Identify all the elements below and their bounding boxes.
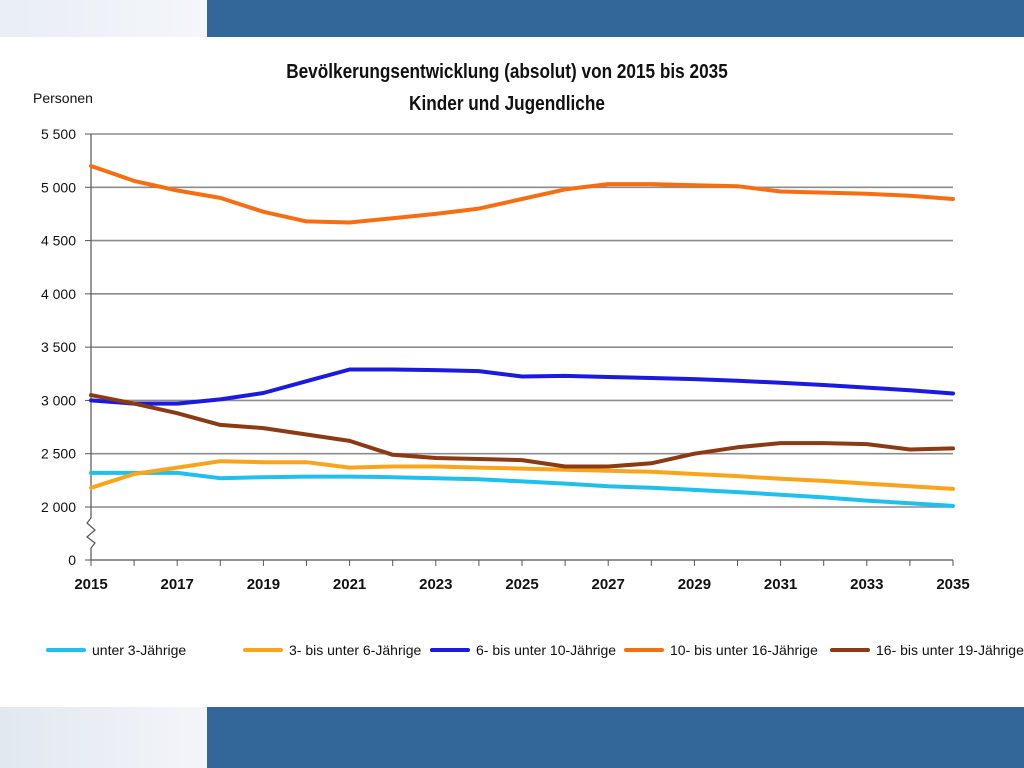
legend-label: 3- bis unter 6-Jährige bbox=[289, 642, 422, 658]
line-chart: 0 2 000 2 500 3 000 3 500 4 000 4 500 5 000 5 50… bbox=[41, 126, 970, 593]
legend-item: 16- bis unter 19-Jährige bbox=[830, 640, 1024, 660]
legend-label: 10- bis unter 16-Jährige bbox=[670, 642, 818, 658]
y-tick-label: 5 000 bbox=[41, 179, 76, 195]
y-tick-label: 4 000 bbox=[41, 286, 76, 302]
y-tick-label: 3 000 bbox=[41, 392, 76, 408]
legend-swatch bbox=[243, 648, 283, 652]
chart-legend: unter 3-Jährige 3- bis unter 6-Jährige 6- … bbox=[46, 640, 1024, 660]
legend-label: 16- bis unter 19-Jährige bbox=[876, 642, 1024, 658]
legend-item: 10- bis unter 16-Jährige bbox=[624, 640, 818, 660]
footer-band-right bbox=[207, 707, 1024, 768]
series-line bbox=[89, 164, 955, 225]
y-tick-label: 0 bbox=[68, 552, 76, 568]
x-tick-label: 2035 bbox=[936, 576, 969, 593]
header-band-right bbox=[207, 0, 1024, 37]
x-tick-label: 2017 bbox=[161, 576, 194, 593]
chart-title: Bevölkerungsentwicklung (absolut) von 20… bbox=[286, 61, 728, 83]
legend-label: 6- bis unter 10-Jährige bbox=[476, 642, 617, 658]
y-tick-label: 2 000 bbox=[41, 499, 76, 515]
x-tick-label: 2023 bbox=[419, 576, 452, 593]
footer-band-left bbox=[0, 707, 207, 768]
series-line bbox=[89, 367, 955, 406]
x-tick-label: 2027 bbox=[592, 576, 625, 593]
legend-label: unter 3-Jährige bbox=[92, 642, 187, 658]
legend-item: 3- bis unter 6-Jährige bbox=[243, 640, 421, 660]
y-tick-label: 2 500 bbox=[41, 446, 76, 462]
y-tick-label: 5 500 bbox=[41, 126, 76, 142]
legend-item: 6- bis unter 10-Jährige bbox=[430, 640, 616, 660]
x-tick-label: 2025 bbox=[505, 576, 538, 593]
x-tick-label: 2029 bbox=[678, 576, 711, 593]
header-band-left bbox=[0, 0, 207, 37]
chart-subtitle: Kinder und Jugendliche bbox=[409, 93, 605, 115]
x-tick-label: 2031 bbox=[764, 576, 797, 593]
series-line bbox=[89, 470, 955, 508]
legend-swatch bbox=[46, 648, 86, 652]
y-tick-label: 4 500 bbox=[41, 233, 76, 249]
legend-swatch bbox=[430, 648, 470, 652]
y-axis-label: Personen bbox=[33, 90, 93, 106]
legend-item: unter 3-Jährige bbox=[46, 640, 186, 660]
y-tick-label: 3 500 bbox=[41, 339, 76, 355]
series-line bbox=[89, 459, 955, 491]
legend-swatch bbox=[830, 648, 870, 652]
y-axis-break bbox=[86, 517, 96, 549]
legend-swatch bbox=[624, 648, 664, 652]
series-line bbox=[89, 393, 955, 469]
x-tick-label: 2021 bbox=[333, 576, 366, 593]
x-tick-label: 2033 bbox=[850, 576, 883, 593]
x-tick-label: 2015 bbox=[74, 576, 107, 593]
x-tick-label: 2019 bbox=[247, 576, 280, 593]
